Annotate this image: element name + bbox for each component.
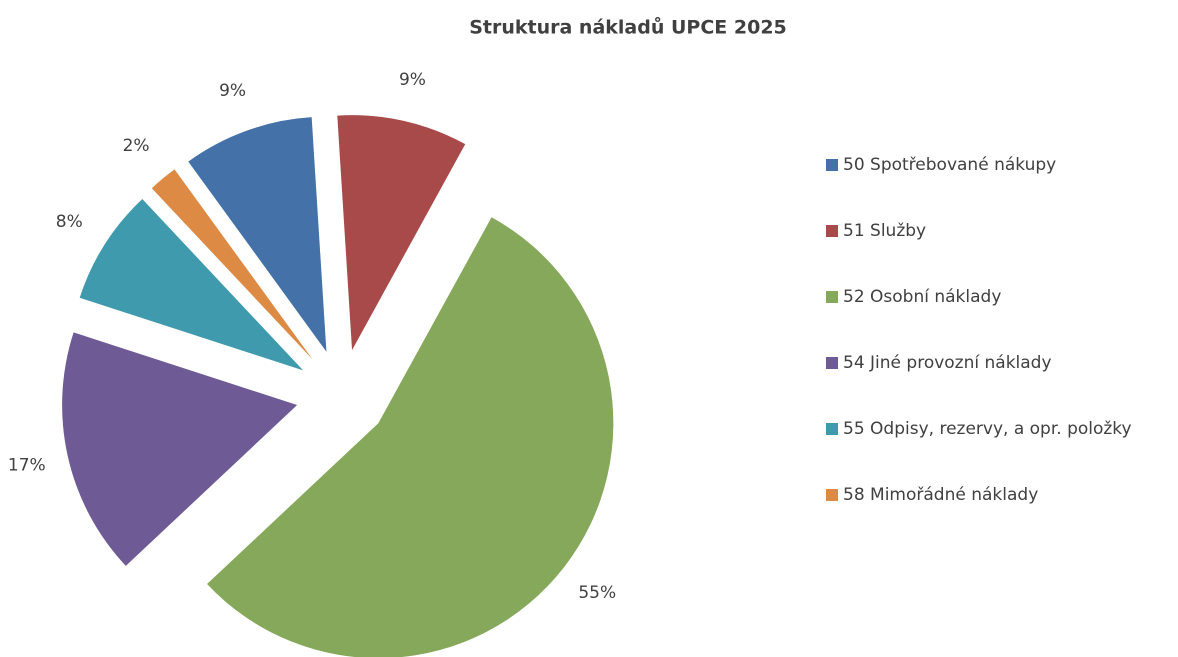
data-label: 8% [56, 212, 83, 232]
pie-slice [207, 217, 614, 657]
pie-slice [188, 117, 327, 352]
legend-label: 55 Odpisy, rezervy, a opr. položky [843, 419, 1132, 439]
legend-label: 58 Mimořádné náklady [843, 485, 1038, 505]
data-label: 9% [399, 70, 426, 90]
data-label: 55% [578, 583, 616, 603]
pie-slice [337, 115, 466, 351]
legend-swatch [826, 291, 838, 303]
legend-swatch [826, 489, 838, 501]
legend-swatch [826, 159, 838, 171]
data-label: 17% [8, 455, 46, 475]
data-label: 9% [219, 81, 246, 101]
pie-slice [151, 169, 313, 360]
legend-label: 52 Osobní náklady [843, 287, 1001, 307]
legend-label: 51 Služby [843, 221, 926, 241]
pie-slice [62, 332, 298, 566]
legend-swatch [826, 225, 838, 237]
legend-label: 50 Spotřebované nákupy [843, 155, 1056, 175]
pie-slice [79, 199, 304, 371]
legend-swatch [826, 423, 838, 435]
legend-swatch [826, 357, 838, 369]
data-label: 2% [123, 136, 150, 156]
legend-label: 54 Jiné provozní náklady [843, 353, 1052, 373]
chart-title: Struktura nákladů UPCE 2025 [469, 16, 787, 39]
